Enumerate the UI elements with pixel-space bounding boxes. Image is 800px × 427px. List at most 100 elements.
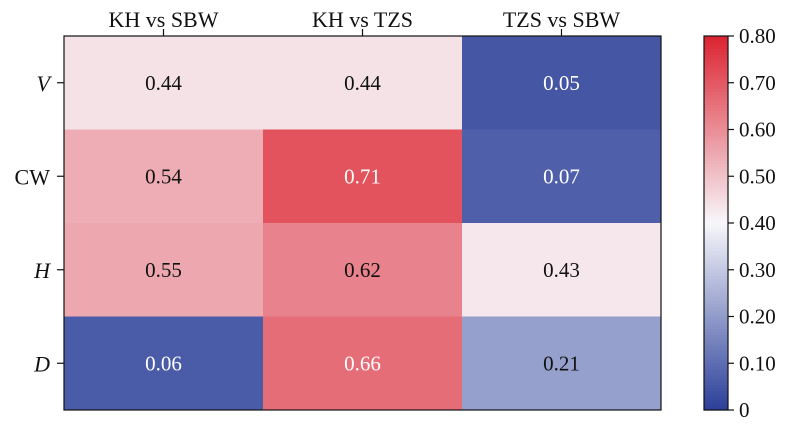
colorbar-band	[704, 394, 728, 399]
cell-value-label: 0.05	[543, 71, 580, 95]
colorbar-tick-label: 0.10	[739, 351, 776, 375]
heatmap-cells: 0.44 0.44 0.05 0.54 0.71 0.07 0.55 0.62 0.43 0.06…	[64, 36, 662, 411]
colorbar-band	[704, 201, 728, 205]
colorbar-band	[704, 135, 728, 140]
colorbar-band	[704, 42, 728, 46]
colorbar-band	[704, 235, 728, 240]
colorbar-band	[704, 332, 728, 336]
colorbar-band	[704, 98, 728, 103]
colorbar-band	[704, 397, 728, 402]
colorbar-band	[704, 229, 728, 233]
colorbar-band	[704, 238, 728, 243]
colorbar-band	[704, 291, 728, 296]
colorbar-band	[704, 95, 728, 99]
cell-value-label: 0.44	[344, 71, 381, 95]
colorbar-band	[704, 67, 728, 71]
colorbar-band	[704, 241, 728, 246]
cell-value-label: 0.44	[145, 71, 182, 95]
colorbar-band	[704, 288, 728, 293]
colorbar-band	[704, 182, 728, 187]
colorbar-band	[704, 48, 728, 53]
colorbar-band	[704, 85, 728, 90]
cell-value-label: 0.54	[145, 164, 182, 188]
heatmap-cell	[462, 223, 662, 317]
colorbar-band	[704, 92, 728, 96]
cell-value-label: 0.07	[543, 164, 580, 188]
colorbar-band	[704, 154, 728, 159]
cell-value-label: 0.66	[344, 351, 381, 375]
colorbar-band	[704, 210, 728, 215]
colorbar-band	[704, 247, 728, 252]
column-label: KH vs SBW	[108, 7, 218, 32]
colorbar-band	[704, 391, 728, 396]
colorbar-band	[704, 88, 728, 93]
colorbar-tick-label: 0.60	[739, 118, 776, 142]
colorbar-band	[704, 57, 728, 62]
colorbar-band	[704, 350, 728, 355]
colorbar-band	[704, 226, 728, 230]
cell-value-label: 0.06	[145, 351, 182, 375]
colorbar-band	[704, 369, 728, 374]
colorbar-band	[704, 60, 728, 65]
colorbar-band	[704, 117, 728, 121]
colorbar-band	[704, 313, 728, 318]
heatmap-cell	[462, 316, 662, 411]
row-label: CW	[15, 164, 51, 189]
heatmap-cell	[263, 36, 463, 130]
colorbar-band	[704, 216, 728, 221]
colorbar-band	[704, 198, 728, 202]
colorbar-band	[704, 310, 728, 314]
colorbar-band	[704, 160, 728, 165]
colorbar-band	[704, 304, 728, 308]
colorbar-band	[704, 76, 728, 81]
colorbar-band	[704, 316, 728, 321]
colorbar-tick-label: 0.30	[739, 258, 776, 282]
colorbar-band	[704, 126, 728, 131]
colorbar-band	[704, 191, 728, 196]
colorbar-band	[704, 294, 728, 299]
colorbar-band	[704, 357, 728, 361]
heatmap-cell	[462, 129, 662, 224]
colorbar-band	[704, 107, 728, 112]
colorbar-band	[704, 263, 728, 268]
heatmap-cell	[64, 129, 264, 224]
colorbar-band	[704, 45, 728, 50]
colorbar-band	[704, 375, 728, 380]
colorbar-tick-label: 0.40	[739, 211, 776, 235]
colorbar-band	[704, 285, 728, 290]
colorbar-band	[704, 188, 728, 193]
row-label: H	[33, 258, 51, 283]
heatmap-cell	[64, 36, 264, 130]
colorbar-band	[704, 145, 728, 149]
colorbar-band	[704, 251, 728, 255]
cell-value-label: 0.71	[344, 164, 381, 188]
colorbar-band	[704, 166, 728, 171]
colorbar-band	[704, 363, 728, 367]
heatmap-cell	[263, 129, 463, 224]
plot-frame	[63, 35, 662, 411]
colorbar-band	[704, 272, 728, 277]
colorbar-band	[704, 141, 728, 146]
colorbar-band	[704, 335, 728, 339]
colorbar-band	[704, 82, 728, 87]
colorbar-band	[704, 120, 728, 124]
colorbar-band	[704, 344, 728, 349]
colorbar-band	[704, 163, 728, 168]
colorbar-band	[704, 123, 728, 127]
colorbar-band	[704, 79, 728, 84]
colorbar-band	[704, 244, 728, 249]
colorbar: 0 0.10 0.20 0.30 0.40 0.50 0.60 0.70 0.80	[703, 24, 776, 422]
colorbar-band	[704, 372, 728, 377]
colorbar-band	[704, 341, 728, 346]
colorbar-band	[704, 36, 728, 40]
colorbar-band	[704, 51, 728, 56]
colorbar-band	[704, 173, 728, 177]
colorbar-band	[704, 406, 728, 411]
colorbar-band	[704, 353, 728, 358]
column-label: TZS vs SBW	[503, 7, 621, 32]
colorbar-tick-label: 0.20	[739, 305, 776, 329]
colorbar-band	[704, 297, 728, 302]
heatmap-cell	[64, 223, 264, 317]
heatmap-cell	[263, 316, 463, 411]
